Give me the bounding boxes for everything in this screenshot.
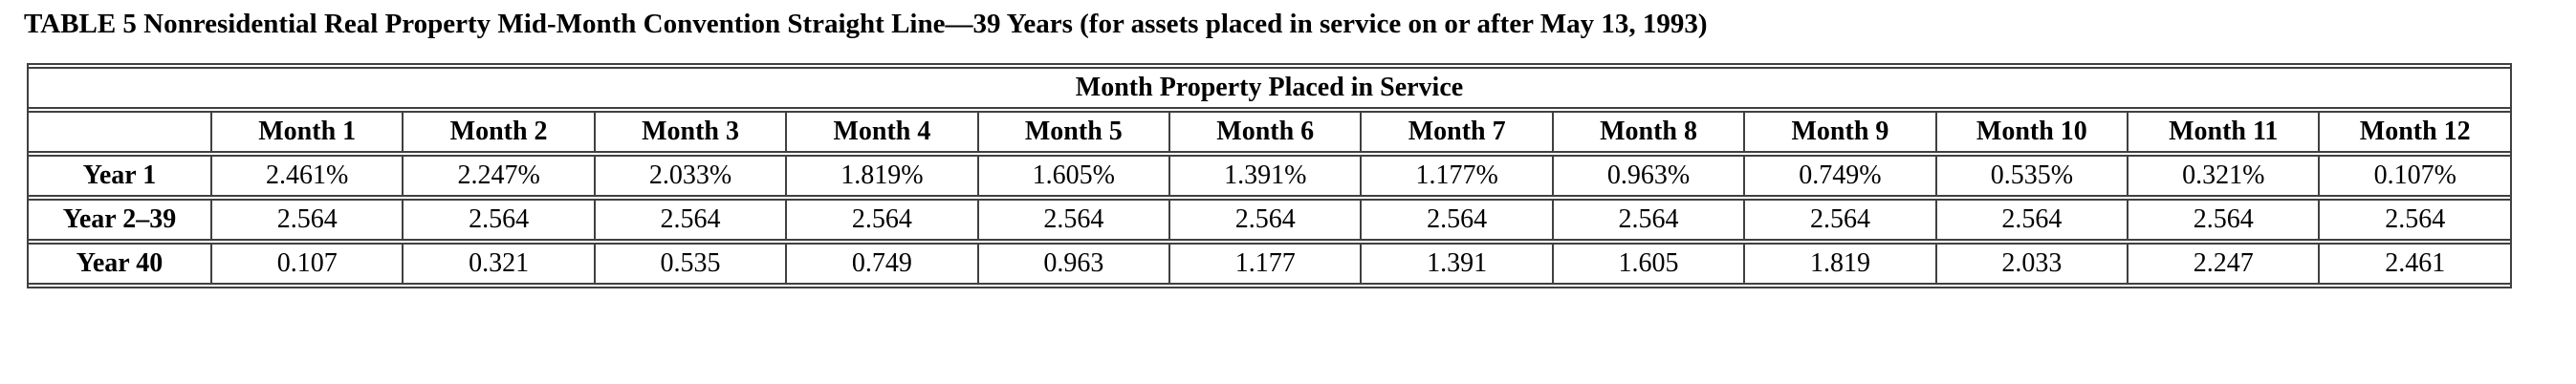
- table-title: TABLE 5 Nonresidential Real Property Mid…: [24, 9, 1708, 39]
- column-header-month-12: Month 12: [2318, 111, 2510, 153]
- table-cell: 0.749%: [1743, 155, 1935, 197]
- table-cell: 2.564: [1551, 199, 1744, 241]
- table-cell: 1.605: [1551, 243, 1744, 285]
- table-cell: 2.564: [976, 199, 1169, 241]
- table-cell: 0.535%: [1934, 155, 2128, 197]
- row-label-year-1: Year 1: [29, 155, 210, 197]
- table-cell: 0.107%: [2318, 155, 2510, 197]
- depreciation-table: Month Property Placed in Service Month 1…: [27, 63, 2512, 288]
- table-cell: 1.177%: [1360, 155, 1552, 197]
- table-cell: 2.564: [1360, 199, 1552, 241]
- column-header-month-6: Month 6: [1168, 111, 1361, 153]
- table-cell: 1.391%: [1168, 155, 1361, 197]
- table-cell: 2.461%: [210, 155, 403, 197]
- table-cell: 2.564: [2318, 199, 2510, 241]
- column-header-month-10: Month 10: [1934, 111, 2128, 153]
- table-cell: 0.535: [593, 243, 786, 285]
- column-header-month-1: Month 1: [210, 111, 403, 153]
- column-header-month-4: Month 4: [785, 111, 977, 153]
- column-header-month-5: Month 5: [976, 111, 1169, 153]
- table-cell: 0.749: [785, 243, 977, 285]
- table-cell: 2.564: [210, 199, 403, 241]
- table-cell: 2.564: [402, 199, 594, 241]
- span-header-row: Month Property Placed in Service: [29, 67, 2510, 109]
- row-label-year-40: Year 40: [29, 243, 210, 285]
- column-header-month-2: Month 2: [402, 111, 594, 153]
- table-cell: 2.564: [1168, 199, 1361, 241]
- table-row-year-40: Year 40 0.107 0.321 0.535 0.749 0.963 1.…: [29, 243, 2510, 285]
- table-row-year-1: Year 1 2.461% 2.247% 2.033% 1.819% 1.605…: [29, 155, 2510, 197]
- table-cell: 0.321%: [2127, 155, 2319, 197]
- span-header-cell: Month Property Placed in Service: [29, 67, 2510, 109]
- table-cell: 0.321: [402, 243, 594, 285]
- table-cell: 0.107: [210, 243, 403, 285]
- table-cell: 0.963: [976, 243, 1169, 285]
- column-header-month-7: Month 7: [1360, 111, 1552, 153]
- table-row-year-2-39: Year 2–39 2.564 2.564 2.564 2.564 2.564 …: [29, 199, 2510, 241]
- table-cell: 2.564: [593, 199, 786, 241]
- table-cell: 2.564: [1743, 199, 1935, 241]
- column-header-month-11: Month 11: [2127, 111, 2319, 153]
- table-cell: 1.819%: [785, 155, 977, 197]
- table-cell: 1.605%: [976, 155, 1169, 197]
- corner-cell: [29, 111, 210, 153]
- column-header-month-8: Month 8: [1551, 111, 1744, 153]
- table-cell: 2.461: [2318, 243, 2510, 285]
- column-header-row: Month 1 Month 2 Month 3 Month 4 Month 5 …: [29, 111, 2510, 153]
- table-cell: 2.564: [2127, 199, 2319, 241]
- table-cell: 2.247%: [402, 155, 594, 197]
- table-cell: 2.033: [1934, 243, 2128, 285]
- column-header-month-3: Month 3: [593, 111, 786, 153]
- table-cell: 1.819: [1743, 243, 1935, 285]
- table-cell: 2.564: [1934, 199, 2128, 241]
- table-cell: 2.247: [2127, 243, 2319, 285]
- table-cell: 1.391: [1360, 243, 1552, 285]
- table-cell: 1.177: [1168, 243, 1361, 285]
- table-cell: 2.564: [785, 199, 977, 241]
- row-label-year-2-39: Year 2–39: [29, 199, 210, 241]
- column-header-month-9: Month 9: [1743, 111, 1935, 153]
- table-cell: 0.963%: [1551, 155, 1744, 197]
- table-cell: 2.033%: [593, 155, 786, 197]
